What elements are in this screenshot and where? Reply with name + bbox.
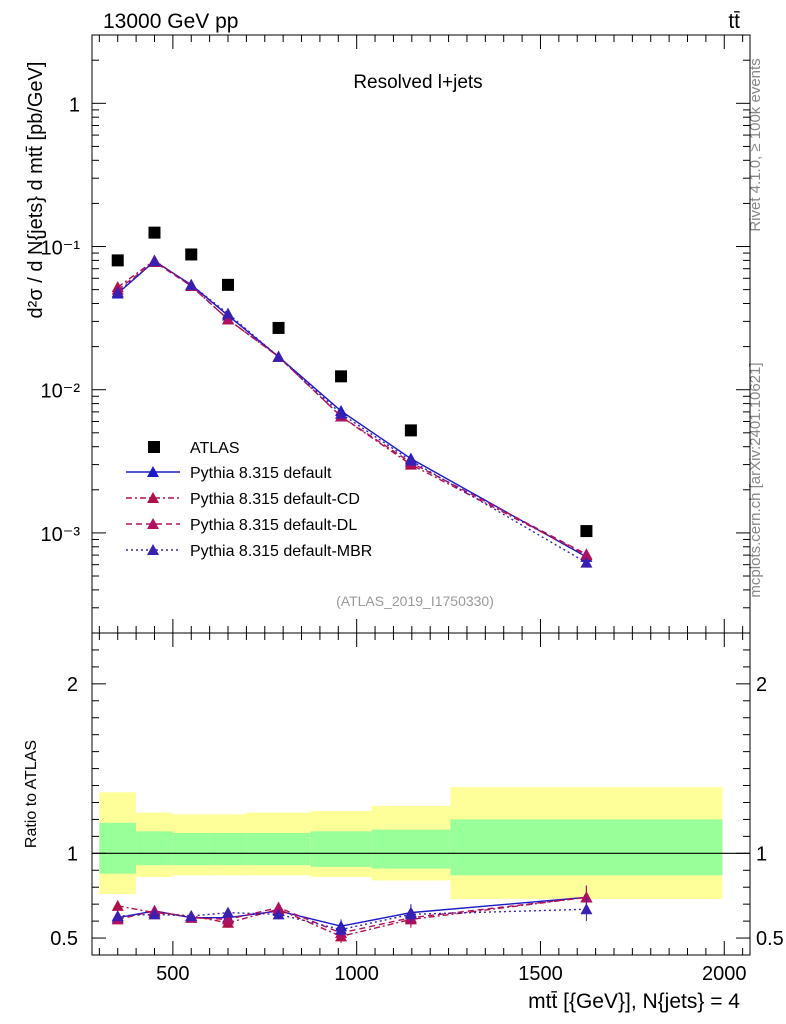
ratio-y-tick-label-right: 1 — [756, 843, 767, 865]
mcplots-label: mcplots.cern.ch [arXiv:2401.10621] — [747, 362, 764, 597]
ratio-y-tick-label: 1 — [67, 843, 78, 865]
x-tick-label: 2000 — [702, 963, 747, 985]
mc-data-point — [272, 350, 285, 362]
ratio-y-axis-label: Ratio to ATLAS — [23, 740, 40, 848]
uncertainty-band-inner — [99, 822, 137, 874]
mc-data-point — [111, 286, 124, 298]
uncertainty-band-inner — [209, 832, 247, 866]
uncertainty-band-inner — [450, 819, 723, 876]
atlas-data-point — [272, 321, 285, 334]
main-panel: 10⁻³ 10⁻² 10⁻¹ 1 Resolved l+jets (ATLAS_201… — [25, 34, 751, 955]
legend: ATLAS Pythia 8.315 default Pythia 8.315 de… — [126, 440, 372, 560]
atlas-data-point — [335, 370, 348, 383]
atlas-data-point — [111, 254, 124, 267]
legend-marker — [147, 544, 159, 555]
ratio-data-point — [111, 910, 124, 922]
x-axis-label: mtt̄ [{GeV}], N{jets} = 4 — [528, 990, 740, 1013]
ratio-ticks: 0.5 0.5 1 1 2 2 500 1000 1500 2000 — [50, 649, 784, 985]
legend-marker — [147, 466, 159, 477]
ratio-frame — [91, 632, 751, 956]
mc-data-point — [222, 307, 235, 319]
analysis-tag: (ATLAS_2019_I1750330) — [336, 593, 494, 609]
uncertainty-band-inner — [136, 831, 173, 866]
ratio-data-point — [272, 908, 285, 920]
x-tick-label: 1000 — [334, 963, 379, 985]
legend-entry: Pythia 8.315 default — [190, 465, 332, 482]
atlas-data-point — [580, 525, 593, 538]
atlas-data-point — [185, 248, 198, 261]
mc-series-line — [117, 260, 587, 564]
uncertainty-band-inner — [310, 831, 372, 867]
ratio-data-point — [222, 913, 235, 925]
atlas-data-point — [404, 424, 417, 437]
ratio-y-tick-label-right: 2 — [756, 674, 767, 696]
mc-series-line — [117, 261, 587, 555]
ratio-data-point — [148, 908, 161, 920]
x-tick-label: 1500 — [518, 963, 563, 985]
mc-data-point — [580, 548, 593, 560]
rivet-label: Rivet 4.1.0, ≥ 100k events — [747, 58, 764, 231]
legend-entry: Pythia 8.315 default-MBR — [190, 543, 372, 560]
mc-data-point — [148, 255, 161, 267]
legend-marker — [147, 518, 159, 529]
mc-series-line — [117, 260, 587, 558]
main-series — [111, 226, 593, 568]
legend-entry: Pythia 8.315 default-DL — [190, 517, 357, 534]
ratio-y-tick-label: 0.5 — [50, 928, 78, 950]
atlas-data-point — [148, 226, 161, 239]
uncertainty-band-inner — [246, 832, 311, 866]
ratio-data-point — [222, 906, 235, 918]
ratio-series-line — [117, 896, 587, 934]
ratio-y-tick-label-right: 0.5 — [756, 928, 784, 950]
mc-data-point — [185, 278, 198, 290]
ratio-data-point — [580, 903, 593, 915]
mc-data-point — [335, 407, 348, 419]
process-label: tt̄ — [728, 10, 740, 33]
legend-entry: Pythia 8.315 default-CD — [190, 491, 360, 508]
ratio-data-point — [404, 908, 417, 920]
x-tick-label: 500 — [156, 963, 189, 985]
main-y-tick-label: 10⁻² — [41, 381, 81, 403]
main-ticks: 10⁻³ 10⁻² 10⁻¹ 1 — [41, 34, 750, 955]
uncertainty-band-inner — [172, 832, 210, 866]
atlas-data-point — [222, 278, 235, 291]
ratio-y-tick-label: 2 — [67, 674, 78, 696]
chart-title: Resolved l+jets — [353, 72, 482, 93]
ratio-data-point — [185, 910, 198, 922]
legend-entry: ATLAS — [190, 440, 240, 457]
ratio-data-point — [580, 891, 593, 903]
main-y-tick-label: 1 — [69, 94, 80, 116]
ratio-data-point — [272, 901, 285, 913]
mc-data-point — [222, 313, 235, 325]
mc-data-point — [580, 556, 593, 568]
ratio-bands — [92, 787, 750, 900]
ratio-series-line — [117, 896, 587, 938]
mc-series-line — [117, 259, 587, 556]
ratio-series-line — [117, 908, 587, 931]
ratio-panel: 0.5 0.5 1 1 2 2 500 1000 1500 2000 Ratio to ATLAS… — [23, 632, 784, 1013]
main-y-tick-label: 10⁻³ — [41, 524, 81, 546]
uncertainty-band-inner — [371, 829, 451, 869]
main-y-axis-label: d²σ / d N{jets} d mtt̄ [pb/GeV] — [25, 62, 47, 319]
mc-data-point — [404, 454, 417, 466]
energy-label: 13000 GeV pp — [103, 10, 238, 33]
ratio-data-point — [335, 923, 348, 935]
main-y-tick-label: 10⁻¹ — [41, 238, 81, 260]
legend-marker-atlas — [148, 441, 160, 453]
ratio-series — [111, 885, 593, 944]
ratio-data-point — [111, 899, 124, 911]
legend-marker — [147, 492, 159, 503]
